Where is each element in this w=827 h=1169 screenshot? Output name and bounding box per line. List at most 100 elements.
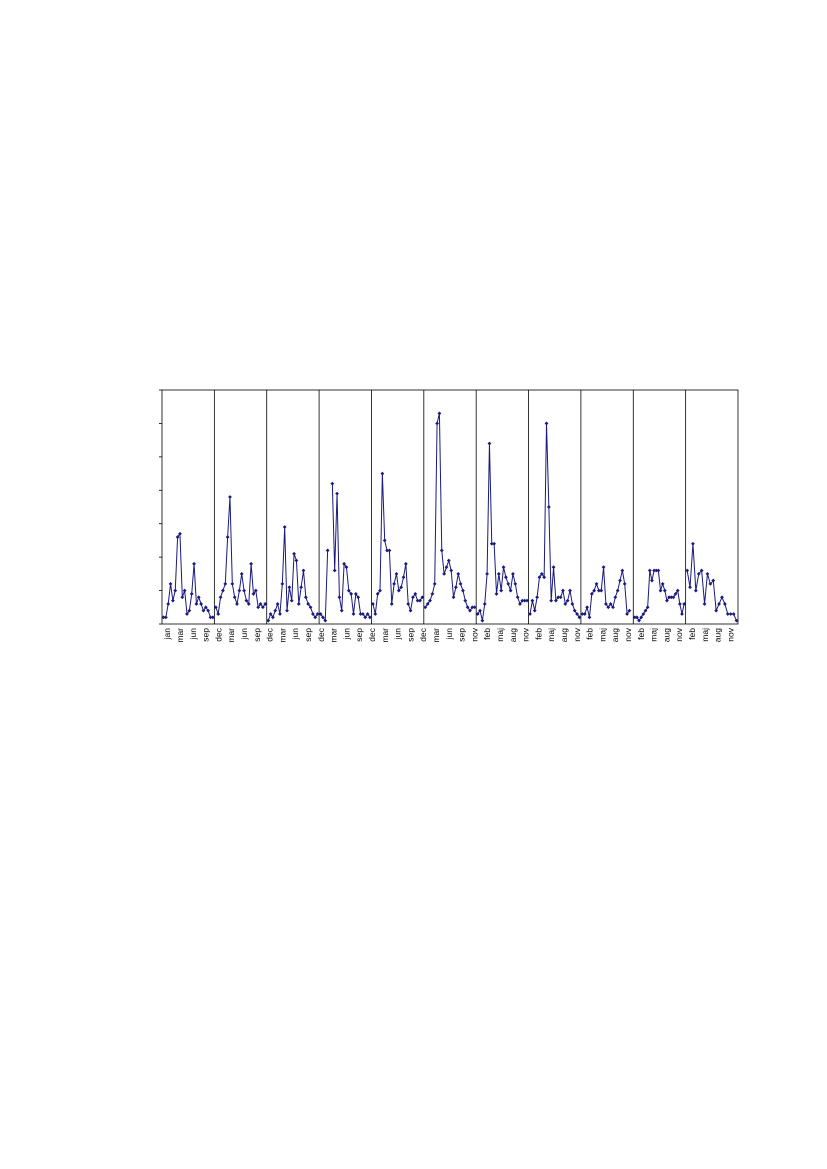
data-point [278,612,282,616]
data-point [565,598,570,603]
data-point [213,605,218,610]
data-point [688,585,692,590]
data-point [192,561,196,566]
data-point [196,595,201,600]
data-point [525,598,529,603]
data-point [330,481,335,486]
data-point [673,592,678,596]
x-tick-label: aug [661,628,671,642]
data-point [532,608,537,613]
data-point [178,531,182,536]
panel-series [318,481,372,623]
series-line [163,532,213,618]
x-tick-label: sep [201,628,211,642]
data-point [323,618,328,623]
data-point [399,585,404,590]
data-point [535,595,539,600]
data-point [346,588,351,593]
series-line [267,527,318,621]
data-point [675,588,680,593]
data-point [306,602,311,606]
x-tick-label: feb [585,628,595,640]
data-point [432,581,437,586]
data-point [437,411,442,416]
data-point [373,612,378,616]
data-point [451,595,456,600]
data-point [303,595,308,600]
panel-series [632,568,687,623]
x-tick-label: sep [354,628,364,642]
data-point [596,588,601,593]
year-dividers [213,390,687,624]
data-series [161,411,739,623]
x-tick-label: jun [341,628,351,641]
data-point [449,568,454,573]
data-point [282,525,287,529]
data-point [425,602,430,606]
x-tick-label: feb [636,628,646,640]
plot-frame [161,389,739,625]
x-tick-label: dec [367,627,377,641]
data-point [561,588,565,593]
data-point [627,608,632,613]
data-point [210,615,215,620]
data-point [299,585,304,590]
data-point [685,568,690,573]
data-point [734,618,739,623]
data-point [310,612,315,616]
data-point [242,588,246,593]
x-tick-label: mar [431,628,441,643]
x-tick-label: aug [610,628,620,642]
data-point [363,615,368,620]
x-tick-label: jun [188,628,198,641]
data-point [506,581,511,586]
panel-series [475,441,529,623]
data-point [251,592,256,596]
series-line [634,570,685,622]
data-point [554,598,558,603]
data-point [292,551,296,556]
data-point [660,581,665,586]
data-point [256,605,261,610]
data-point [518,602,522,606]
data-point [368,615,372,620]
data-point [280,581,285,586]
data-point [385,548,389,553]
data-point [194,602,199,606]
x-tick-label: maj [597,628,607,642]
data-point [342,561,346,566]
data-point [656,568,661,573]
data-point [275,602,280,606]
data-point [480,618,485,623]
data-point [492,541,497,546]
data-point [625,612,629,616]
data-point [273,608,278,613]
data-point [337,595,342,600]
data-point [643,608,648,613]
data-point [258,602,263,606]
data-point [356,595,361,600]
x-tick-label: maj [649,628,659,642]
series-line [529,423,580,618]
data-point [599,588,604,593]
panel-series [580,565,632,620]
series-line [215,496,266,615]
data-point [635,615,639,620]
data-point [403,561,408,566]
data-point [537,575,542,580]
x-tick-label: dec [316,627,326,641]
series-line [582,567,630,618]
data-point [662,588,667,593]
data-point [696,571,701,576]
x-tick-label: feb [687,628,697,640]
x-tick-label: jun [393,628,403,641]
data-point [446,558,451,563]
data-point [468,608,472,613]
data-point [189,592,194,596]
data-point [708,581,713,586]
data-point [478,608,482,613]
panel-series [685,541,739,623]
data-point [608,602,613,606]
data-point [413,592,418,596]
